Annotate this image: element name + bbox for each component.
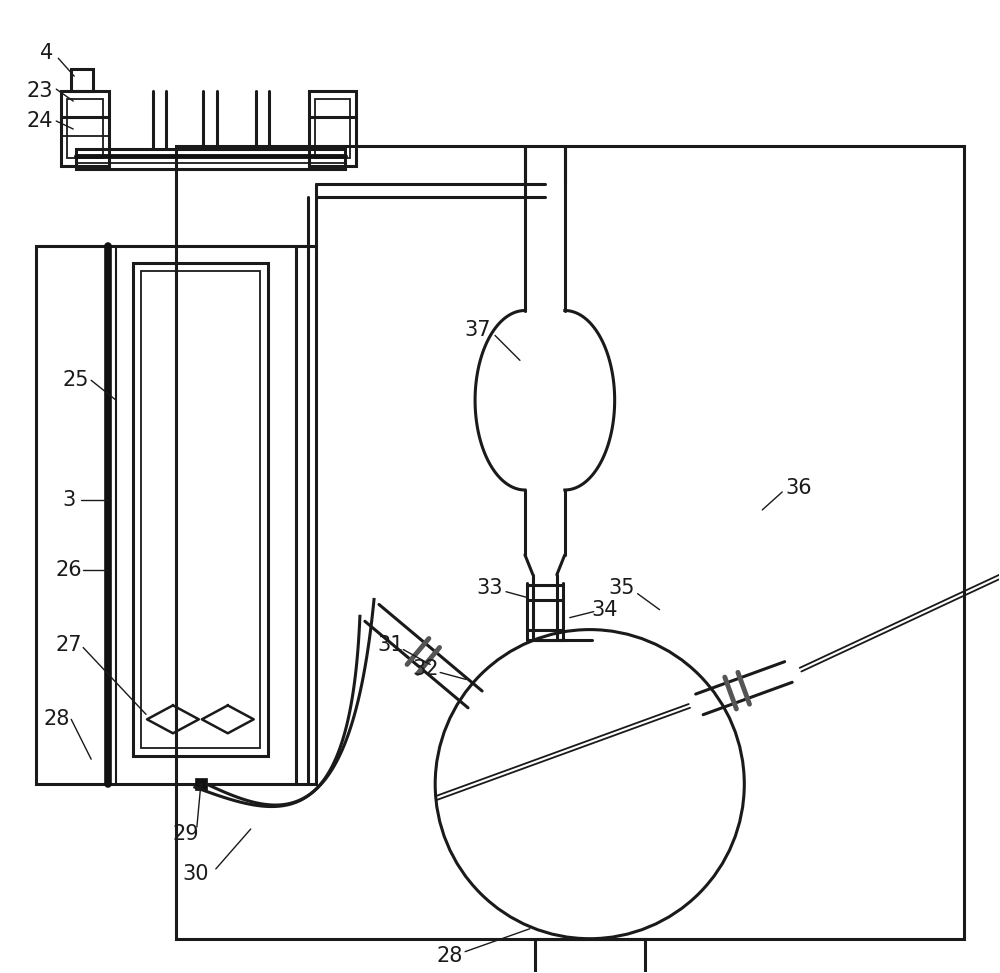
Text: 37: 37 — [465, 320, 491, 341]
Bar — [535, 939, 645, 973]
Text: 27: 27 — [56, 634, 82, 655]
Text: 28: 28 — [43, 709, 69, 730]
Bar — [67, 99, 103, 158]
Text: 29: 29 — [173, 824, 199, 844]
Text: 36: 36 — [786, 478, 812, 498]
Bar — [71, 69, 93, 91]
Text: 26: 26 — [56, 559, 83, 580]
Text: 3: 3 — [63, 490, 76, 510]
Text: 33: 33 — [477, 578, 503, 597]
Text: 34: 34 — [591, 599, 618, 620]
Bar — [315, 99, 350, 158]
Text: 31: 31 — [377, 634, 404, 655]
Bar — [61, 91, 109, 166]
Text: 35: 35 — [608, 578, 635, 597]
Text: 25: 25 — [63, 371, 89, 390]
Bar — [176, 146, 964, 939]
Text: 4: 4 — [40, 43, 53, 63]
Bar — [76, 149, 345, 169]
Bar — [36, 246, 316, 784]
Bar — [309, 91, 356, 166]
Text: 28: 28 — [437, 946, 463, 965]
Text: 32: 32 — [412, 660, 438, 679]
Bar — [141, 270, 260, 748]
Text: 24: 24 — [26, 111, 53, 131]
Text: 30: 30 — [183, 864, 209, 883]
Bar — [133, 263, 268, 756]
Bar — [195, 778, 207, 790]
Text: 23: 23 — [26, 81, 53, 101]
